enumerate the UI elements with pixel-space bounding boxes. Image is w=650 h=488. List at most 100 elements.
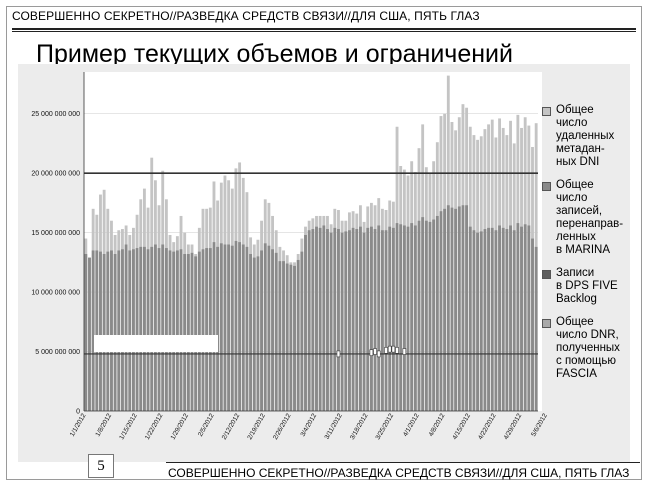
x-tick-label: 3/25/2012 <box>375 412 396 441</box>
top-rule-thin <box>12 31 636 32</box>
bar-marina <box>384 230 388 411</box>
bar-marina <box>234 240 238 411</box>
x-tick-label: 4/1/2012 <box>402 412 421 438</box>
bar-marina <box>216 246 220 411</box>
redaction-box <box>94 335 218 352</box>
bar-marina <box>230 245 234 411</box>
legend-swatch-dni <box>542 107 551 116</box>
bar-marina <box>355 229 359 411</box>
legend-item-fascia: Общее число DNR, полученных с помощью FA… <box>542 316 634 381</box>
bar-marina <box>289 264 293 411</box>
bar-marina <box>318 227 322 411</box>
bar-marina <box>183 254 187 411</box>
bar-marina <box>110 250 113 411</box>
bar-marina <box>190 252 194 411</box>
bar-marina <box>168 250 172 411</box>
x-tick-label: 5/6/2012 <box>530 412 549 438</box>
bar-marina <box>476 232 480 411</box>
y-tick-label: 20 000 000 000 <box>31 171 80 178</box>
bar-marina <box>161 244 165 411</box>
legend-label-dni: Общее число удаленных метадан- ных DNI <box>556 104 615 168</box>
bar-marina <box>208 248 212 411</box>
x-tick-label: 4/29/2012 <box>503 412 524 441</box>
legend-item-marina: Общее число записей, перенаправ- ленных … <box>542 179 634 257</box>
bar-marina <box>274 252 278 411</box>
bar-marina <box>95 250 99 411</box>
bar-marina <box>117 250 121 411</box>
chart-legend: Общее число удаленных метадан- ных DNI О… <box>542 104 634 391</box>
x-tick-label: 2/12/2012 <box>221 412 242 441</box>
bar-marina <box>439 211 443 411</box>
bottom-rule <box>166 462 640 463</box>
bar-marina <box>380 230 384 411</box>
bar-marina <box>91 250 95 411</box>
bar-marina <box>490 227 494 411</box>
y-tick-label: 25 000 000 000 <box>31 111 80 118</box>
bar-marina <box>457 206 461 411</box>
legend-label-dps-backlog: Записи в DPS FIVE Backlog <box>556 267 618 305</box>
bar-marina <box>377 225 381 411</box>
bar-marina <box>175 250 179 411</box>
bar-marina <box>252 257 256 411</box>
bar-marina <box>432 219 436 411</box>
bar-marina <box>358 226 362 411</box>
marker-dps-backlog <box>395 347 399 354</box>
bar-marina <box>139 246 143 411</box>
x-tick-label: 2/26/2012 <box>272 412 293 441</box>
bar-marina <box>88 257 91 411</box>
x-tick-label: 4/15/2012 <box>451 412 472 441</box>
bar-marina <box>263 243 267 411</box>
bar-marina <box>84 254 88 411</box>
bar-marina <box>219 243 223 411</box>
bar-marina <box>461 205 465 411</box>
bar-marina <box>260 250 264 411</box>
x-tick-label: 1/15/2012 <box>118 412 139 441</box>
bar-marina <box>197 251 201 411</box>
legend-swatch-marina <box>542 182 551 191</box>
bar-marina <box>344 231 348 411</box>
bar-marina <box>113 254 117 411</box>
bar-marina <box>106 251 110 411</box>
bar-marina <box>315 226 318 411</box>
bar-marina <box>194 256 198 411</box>
legend-swatch-dps-backlog <box>542 270 551 279</box>
bar-marina <box>304 234 307 411</box>
bar-marina <box>516 223 520 411</box>
bar-marina <box>282 261 285 411</box>
bar-marina <box>428 221 432 411</box>
marker-dps-backlog <box>387 345 392 353</box>
top-rule <box>12 28 636 30</box>
bar-marina <box>293 265 296 411</box>
page-number: 5 <box>88 454 114 478</box>
bar-marina <box>102 254 106 411</box>
bar-marina <box>351 227 355 411</box>
bar-marina <box>99 251 102 411</box>
x-tick-label: 2/19/2012 <box>246 412 267 441</box>
y-tick-label: 0 <box>76 409 80 416</box>
x-tick-label: 3/11/2012 <box>324 412 344 440</box>
bar-marina <box>296 259 300 411</box>
x-tick-label: 1/22/2012 <box>144 412 165 441</box>
bar-marina <box>124 244 128 411</box>
bar-marina <box>410 223 414 411</box>
bar-marina <box>399 224 403 411</box>
bar-marina <box>512 230 516 411</box>
bar-marina <box>172 251 176 411</box>
bar-marina <box>424 220 428 411</box>
bar-marina <box>223 244 227 411</box>
bar-marina <box>245 246 249 411</box>
bar-marina <box>205 248 209 411</box>
bar-marina <box>523 224 527 411</box>
marker-dps-backlog <box>376 350 381 358</box>
bar-marina <box>417 220 421 411</box>
bar-marina <box>150 246 154 411</box>
bar-marina <box>395 223 399 411</box>
bar-marina <box>494 230 498 411</box>
bar-marina <box>333 227 337 411</box>
bar-chart: 0 5 000 000 000 10 000 000 000 15 000 000 0… <box>31 72 549 441</box>
bar-marina <box>472 230 476 411</box>
bar-marina <box>443 208 447 411</box>
bar-marina <box>531 238 534 411</box>
bar-marina <box>534 246 538 411</box>
bar-marina <box>307 230 311 411</box>
